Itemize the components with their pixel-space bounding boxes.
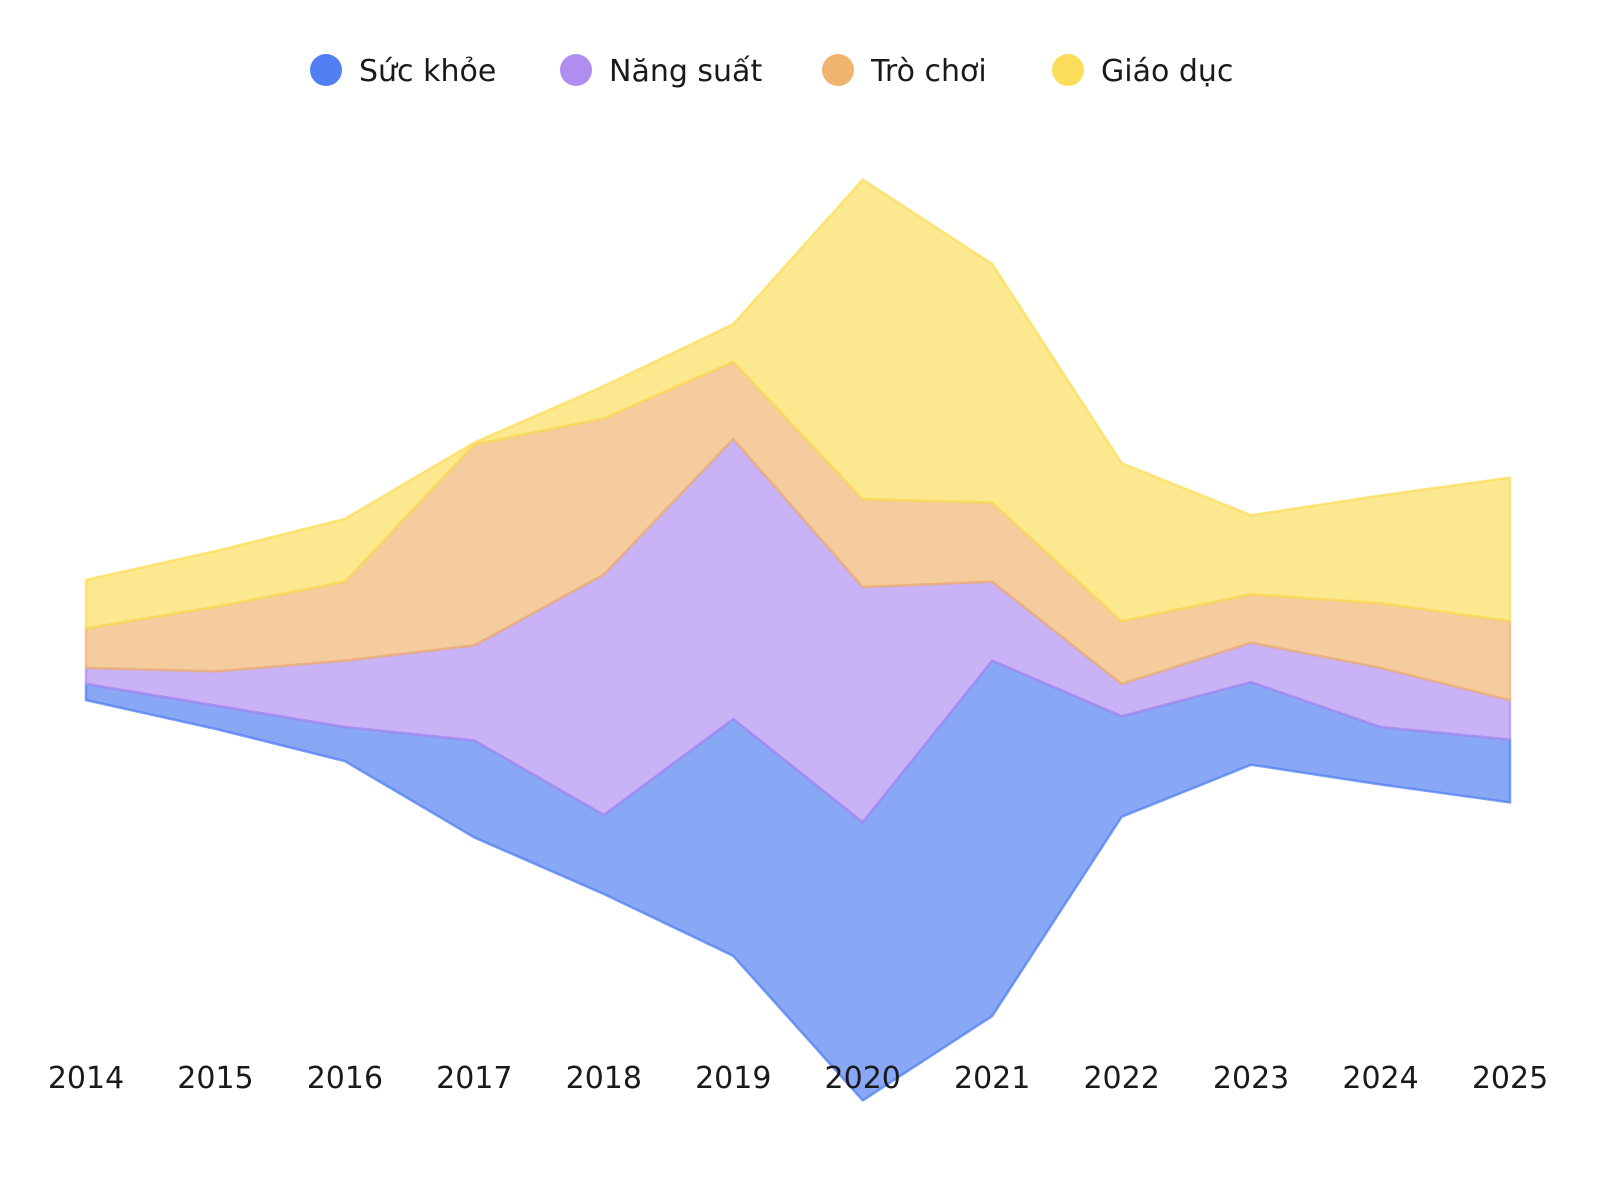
x-tick-label: 2018 xyxy=(566,1061,642,1096)
x-tick-label: 2014 xyxy=(48,1061,124,1096)
x-tick-label: 2021 xyxy=(954,1061,1030,1096)
x-tick-label: 2025 xyxy=(1472,1061,1548,1096)
legend-label: Trò chơi xyxy=(870,54,987,89)
legend-label: Giáo dục xyxy=(1101,54,1233,89)
legend-label: Sức khỏe xyxy=(359,54,496,89)
x-tick-label: 2023 xyxy=(1213,1061,1289,1096)
legend-item-giao-duc: Giáo dục xyxy=(1052,54,1233,89)
x-tick-label: 2020 xyxy=(825,1061,901,1096)
legend-swatch xyxy=(310,54,342,86)
legend-swatch xyxy=(560,54,592,86)
legend-item-suc-khoe: Sức khỏe xyxy=(310,54,496,89)
x-tick-label: 2022 xyxy=(1083,1061,1159,1096)
x-tick-label: 2019 xyxy=(695,1061,771,1096)
x-tick-label: 2024 xyxy=(1342,1061,1418,1096)
legend-label: Năng suất xyxy=(609,54,762,89)
legend-item-nang-suat: Năng suất xyxy=(560,54,762,89)
x-tick-label: 2016 xyxy=(307,1061,383,1096)
stream-areas xyxy=(84,178,1512,1102)
area-giao-duc xyxy=(84,178,1512,630)
x-tick-label: 2017 xyxy=(436,1061,512,1096)
x-tick-label: 2015 xyxy=(177,1061,253,1096)
legend: Sức khỏe Năng suất Trò chơi Giáo dục xyxy=(310,54,1233,89)
legend-swatch xyxy=(1052,54,1084,86)
legend-swatch xyxy=(822,54,854,86)
legend-item-tro-choi: Trò chơi xyxy=(822,54,987,89)
x-axis: 2014 2015 2016 2017 2018 2019 2020 2021 2022 2023… xyxy=(48,1061,1548,1096)
